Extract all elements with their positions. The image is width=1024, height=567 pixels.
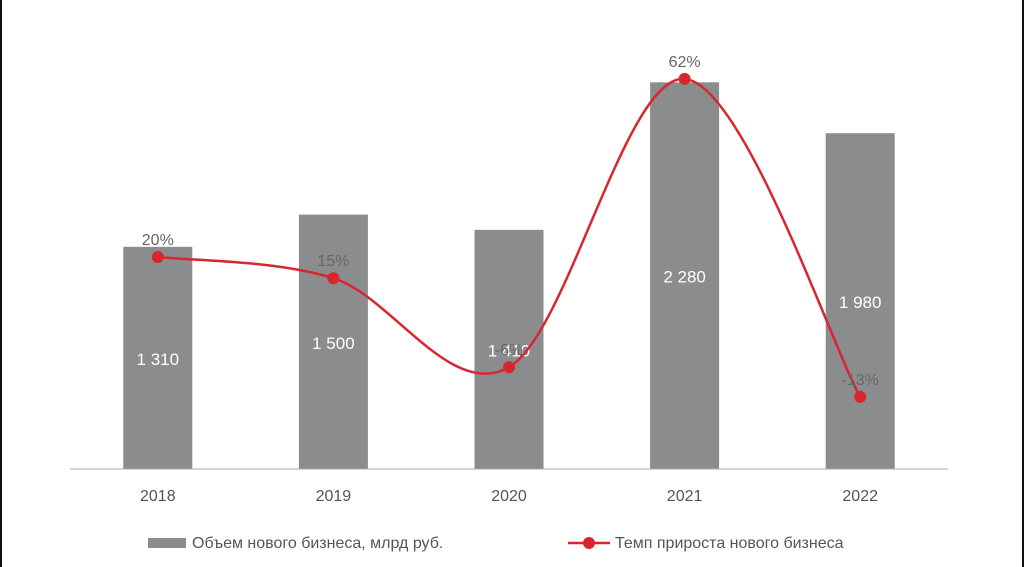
- bar-value-label-2021: 2 280: [663, 268, 706, 287]
- bar-value-label-2022: 1 980: [839, 293, 882, 312]
- growth-point-2018: [151, 251, 164, 263]
- bar-2022: [825, 133, 895, 469]
- growth-series-line: [157, 77, 862, 398]
- growth-point-2019: [327, 272, 340, 285]
- growth-label-2020: -6%: [495, 342, 523, 359]
- growth-label-2021: 62%: [669, 54, 701, 71]
- bar-value-label-2020: 1 410: [488, 341, 531, 360]
- bar-value-label-2019: 1 500: [312, 334, 355, 353]
- x-tick-2022: 2022: [842, 488, 878, 505]
- left-edge: [0, 0, 2, 567]
- x-tick-2019: 2019: [316, 488, 352, 505]
- legend-swatch-volume: [148, 538, 186, 548]
- x-ticks-group: 2018 2019 2020 2021 2022: [140, 488, 878, 505]
- bars-group: 1 310 1 500 1 410 2 280 1 980: [123, 82, 895, 469]
- bar-value-label-2018: 1 310: [137, 350, 180, 369]
- x-tick-2018: 2018: [140, 488, 176, 505]
- x-tick-2021: 2021: [667, 488, 703, 505]
- bar-2020: [474, 229, 544, 469]
- legend-label-volume: Объем нового бизнеса, млрд руб.: [192, 535, 443, 552]
- growth-label-2022: -13%: [842, 372, 879, 389]
- growth-label-2018: 20%: [142, 232, 174, 249]
- x-tick-2020: 2020: [491, 488, 527, 505]
- right-edge: [1022, 0, 1024, 567]
- legend: Объем нового бизнеса, млрд руб. Темп при…: [148, 535, 844, 552]
- growth-label-2019: 15%: [317, 253, 349, 270]
- growth-point-2022: [854, 390, 867, 403]
- bar-2018: [123, 246, 193, 469]
- legend-label-growth: Темп прироста нового бизнеса: [615, 535, 844, 552]
- bar-2021: [650, 82, 720, 469]
- growth-points-group: 20% 15% -6% 62% -13%: [142, 54, 879, 403]
- growth-point-2020: [503, 361, 515, 374]
- bar-2019: [298, 214, 368, 469]
- legend-swatch-growth-dot: [583, 537, 595, 549]
- growth-point-2021: [678, 72, 691, 85]
